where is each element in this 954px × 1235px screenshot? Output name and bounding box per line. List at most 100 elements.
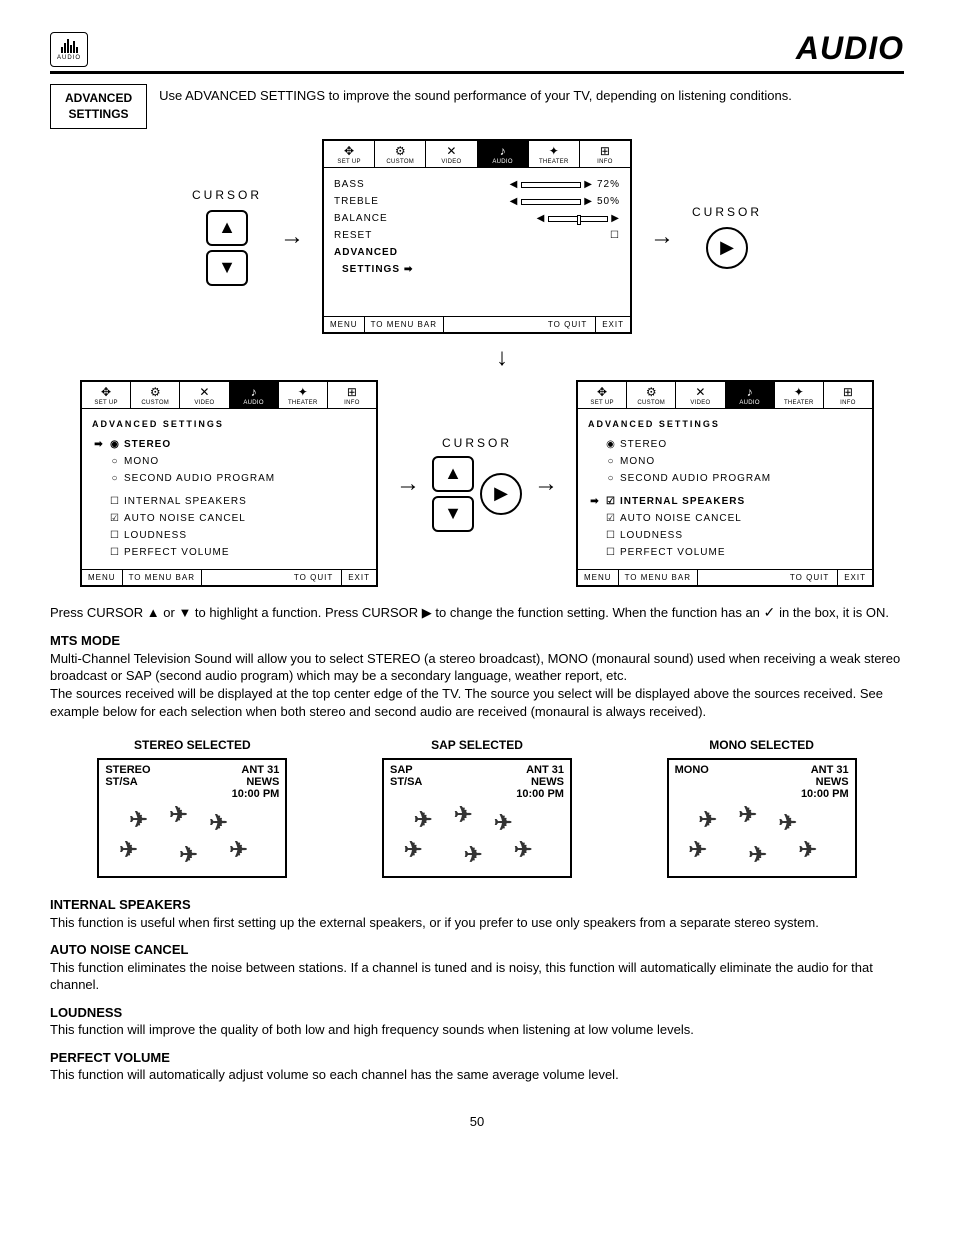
speakers-label: INTERNAL SPEAKERS [124,493,247,510]
mono-label: MONO [620,453,655,470]
adv-label1: ADVANCED [334,244,398,261]
ex-sub: ST/SA [105,776,137,788]
ex-mode: MONO [675,764,709,776]
loudness-row[interactable]: ☐LOUDNESS [588,527,862,544]
mono-label: MONO [124,453,159,470]
tab-custom[interactable]: CUSTOM [131,400,179,406]
tab-info[interactable]: INFO [824,400,872,406]
audio-menu-panel: ✥SET UP ⚙CUSTOM ✕VIDEO ♪AUDIO ✦THEATER ⊞… [322,139,632,334]
footer-bar: TO MENU BAR [123,570,202,585]
down-arrow-icon: ↓ [100,344,904,372]
footer-menu: MENU [324,317,365,332]
tab-setup[interactable]: SET UP [578,400,626,406]
tab-setup[interactable]: SET UP [324,159,374,165]
ex-time: 10:00 PM [390,788,564,800]
mts-p2: The sources received will be displayed a… [50,686,883,719]
noise-row[interactable]: ☑AUTO NOISE CANCEL [588,510,862,527]
perfect-row[interactable]: ☐PERFECT VOLUME [92,544,366,561]
menu-footer: MENU TO MENU BAR TO QUIT EXIT [324,316,630,332]
advanced-row[interactable]: ADVANCED [334,244,620,261]
instruction-text: Press CURSOR ▲ or ▼ to highlight a funct… [50,603,904,622]
reset-label: RESET [334,227,372,244]
arrow-right-icon: → [396,470,420,498]
treble-slider[interactable]: ◀▶ [510,193,593,210]
tab-theater[interactable]: THEATER [775,400,823,406]
noise-row[interactable]: ☑AUTO NOISE CANCEL [92,510,366,527]
sap-row[interactable]: ○SECOND AUDIO PROGRAM [92,470,366,487]
ex-mode: SAP [390,764,413,776]
stereo-label: STEREO [124,436,171,453]
advanced-settings-box: ADVANCED SETTINGS [50,84,147,129]
footer-menu: MENU [578,570,619,585]
cursor-up-button[interactable]: ▲ [206,210,248,246]
speakers-row[interactable]: ➡☑INTERNAL SPEAKERS [588,493,862,510]
feat-title: AUTO NOISE CANCEL [50,941,904,959]
example-stereo: STEREO SELECTED STEREOANT 31 ST/SANEWS 1… [97,738,287,878]
bass-slider[interactable]: ◀▶ [510,176,593,193]
sap-row[interactable]: ○SECOND AUDIO PROGRAM [588,470,862,487]
footer-bar: TO MENU BAR [365,317,444,332]
tab-audio[interactable]: AUDIO [230,400,278,406]
reset-row[interactable]: RESET ☐ [334,227,620,244]
tab-info[interactable]: INFO [580,159,630,165]
mts-title: MTS MODE [50,633,120,648]
balance-slider[interactable]: ◀▶ [537,210,620,227]
intro-row: ADVANCED SETTINGS Use ADVANCED SETTINGS … [50,84,904,129]
page-header: AUDIO AUDIO [50,30,904,74]
footer-menu: MENU [82,570,123,585]
ex-sub: ST/SA [390,776,422,788]
noise-label: AUTO NOISE CANCEL [620,510,742,527]
tab-theater[interactable]: THEATER [279,400,327,406]
feat-text: This function eliminates the noise betwe… [50,959,904,994]
feature-perfect: PERFECT VOLUME This function will automa… [50,1049,904,1084]
stereo-row[interactable]: ◉STEREO [588,436,862,453]
footer-exit: EXIT [595,317,630,332]
tab-custom[interactable]: CUSTOM [375,159,425,165]
tab-video[interactable]: VIDEO [426,159,476,165]
feature-speakers: INTERNAL SPEAKERS This function is usefu… [50,896,904,931]
cursor-up-button[interactable]: ▲ [432,456,474,492]
loudness-label: LOUDNESS [124,527,187,544]
tab-theater[interactable]: THEATER [529,159,579,165]
cursor-down-button[interactable]: ▼ [206,250,248,286]
stereo-row[interactable]: ➡◉STEREO [92,436,366,453]
loudness-row[interactable]: ☐LOUDNESS [92,527,366,544]
cursor-up-down-left: CURSOR ▲ ▼ [192,188,262,286]
tab-audio[interactable]: AUDIO [726,400,774,406]
cursor-down-button[interactable]: ▼ [432,496,474,532]
bass-row: BASS ◀▶ 72% [334,176,620,193]
diagram-row-2: ✥SET UP ⚙CUSTOM ✕VIDEO ♪AUDIO ✦THEATER ⊞… [50,380,904,587]
treble-value: 50% [597,193,620,210]
ex-ant: ANT 31 [526,764,564,776]
cursor-label: CURSOR [692,205,762,219]
tab-video[interactable]: VIDEO [676,400,724,406]
ex-mono-title: MONO SELECTED [667,738,857,752]
ex-news: NEWS [816,776,849,788]
tab-setup[interactable]: SET UP [82,400,130,406]
cursor-right-button[interactable]: ▶ [706,227,748,269]
audio-icon: AUDIO [50,32,88,67]
adv-line1: ADVANCED [65,91,132,107]
cursor-label: CURSOR [192,188,262,202]
ex-ant: ANT 31 [811,764,849,776]
footer-bar: TO MENU BAR [619,570,698,585]
adv-line2: SETTINGS [65,107,132,123]
mts-p1: Multi-Channel Television Sound will allo… [50,651,900,684]
cursor-right-button[interactable]: ▶ [480,473,522,515]
tab-audio[interactable]: AUDIO [478,159,528,165]
feat-title: LOUDNESS [50,1004,904,1022]
mono-row[interactable]: ○MONO [92,453,366,470]
cursor-label: CURSOR [432,436,522,450]
feat-text: This function is useful when first setti… [50,914,904,932]
perfect-row[interactable]: ☐PERFECT VOLUME [588,544,862,561]
tab-info[interactable]: INFO [328,400,376,406]
adv-title: ADVANCED SETTINGS [92,417,366,432]
speakers-label: INTERNAL SPEAKERS [620,493,745,510]
ex-news: NEWS [246,776,279,788]
speakers-row[interactable]: ☐INTERNAL SPEAKERS [92,493,366,510]
tab-custom[interactable]: CUSTOM [627,400,675,406]
mono-row[interactable]: ○MONO [588,453,862,470]
ex-stereo-title: STEREO SELECTED [97,738,287,752]
tab-video[interactable]: VIDEO [180,400,228,406]
feature-noise: AUTO NOISE CANCEL This function eliminat… [50,941,904,994]
